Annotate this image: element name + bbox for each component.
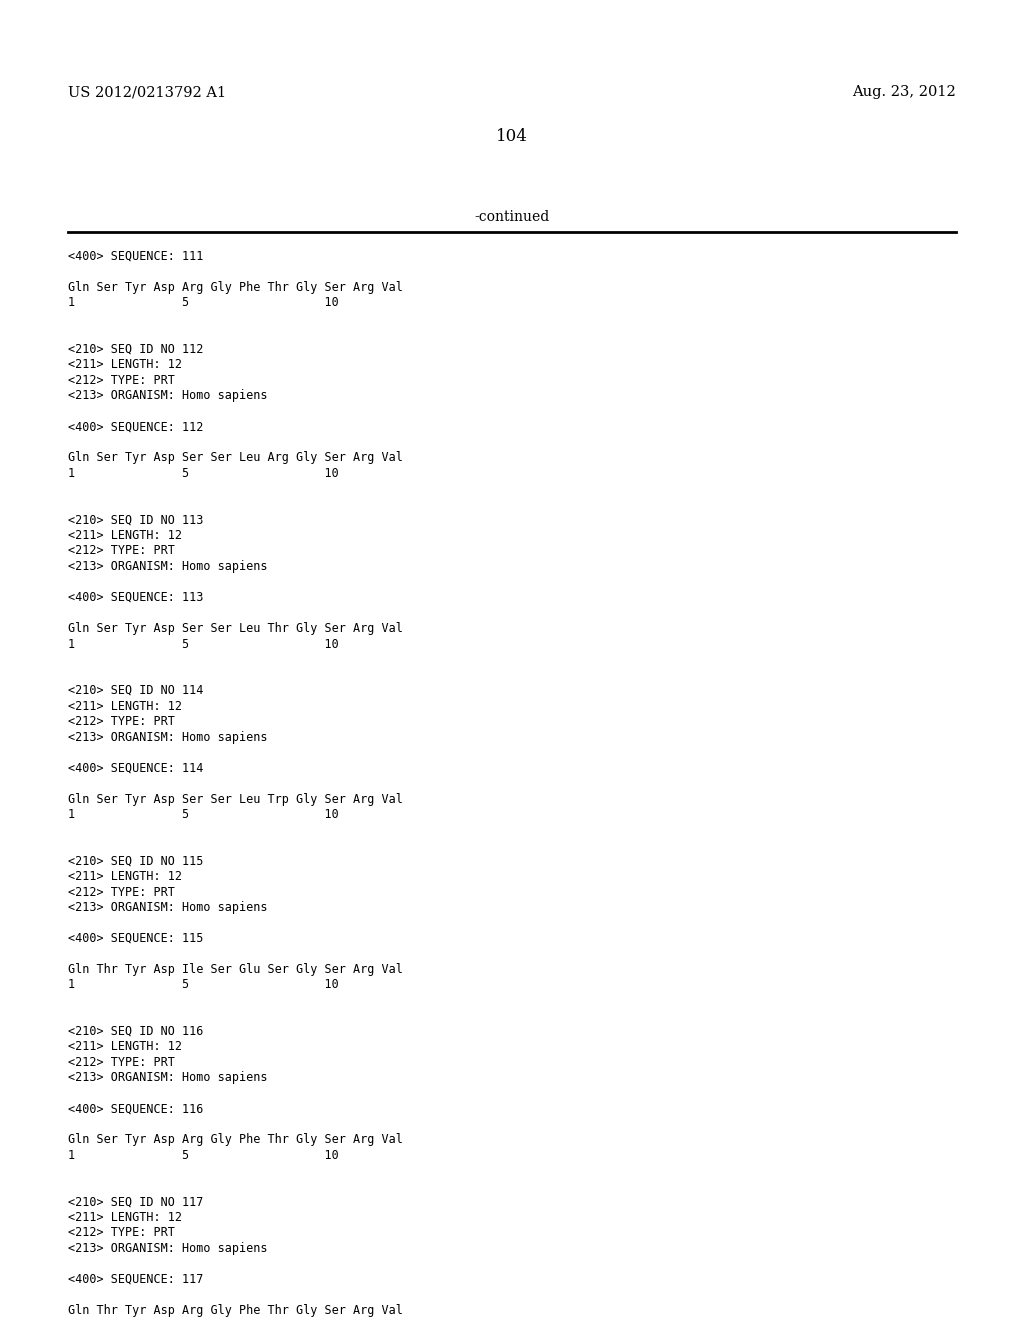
Text: <211> LENGTH: 12: <211> LENGTH: 12 bbox=[68, 700, 182, 713]
Text: <211> LENGTH: 12: <211> LENGTH: 12 bbox=[68, 359, 182, 371]
Text: <211> LENGTH: 12: <211> LENGTH: 12 bbox=[68, 1040, 182, 1053]
Text: <210> SEQ ID NO 115: <210> SEQ ID NO 115 bbox=[68, 854, 204, 867]
Text: <213> ORGANISM: Homo sapiens: <213> ORGANISM: Homo sapiens bbox=[68, 902, 267, 913]
Text: <212> TYPE: PRT: <212> TYPE: PRT bbox=[68, 715, 175, 729]
Text: <213> ORGANISM: Homo sapiens: <213> ORGANISM: Homo sapiens bbox=[68, 1072, 267, 1085]
Text: <211> LENGTH: 12: <211> LENGTH: 12 bbox=[68, 529, 182, 543]
Text: US 2012/0213792 A1: US 2012/0213792 A1 bbox=[68, 84, 226, 99]
Text: -continued: -continued bbox=[474, 210, 550, 224]
Text: 1               5                   10: 1 5 10 bbox=[68, 808, 339, 821]
Text: <210> SEQ ID NO 114: <210> SEQ ID NO 114 bbox=[68, 684, 204, 697]
Text: <212> TYPE: PRT: <212> TYPE: PRT bbox=[68, 886, 175, 899]
Text: Aug. 23, 2012: Aug. 23, 2012 bbox=[852, 84, 956, 99]
Text: <400> SEQUENCE: 112: <400> SEQUENCE: 112 bbox=[68, 421, 204, 433]
Text: <212> TYPE: PRT: <212> TYPE: PRT bbox=[68, 1226, 175, 1239]
Text: <400> SEQUENCE: 116: <400> SEQUENCE: 116 bbox=[68, 1102, 204, 1115]
Text: Gln Ser Tyr Asp Ser Ser Leu Arg Gly Ser Arg Val: Gln Ser Tyr Asp Ser Ser Leu Arg Gly Ser … bbox=[68, 451, 402, 465]
Text: <211> LENGTH: 12: <211> LENGTH: 12 bbox=[68, 1210, 182, 1224]
Text: <400> SEQUENCE: 117: <400> SEQUENCE: 117 bbox=[68, 1272, 204, 1286]
Text: Gln Ser Tyr Asp Arg Gly Phe Thr Gly Ser Arg Val: Gln Ser Tyr Asp Arg Gly Phe Thr Gly Ser … bbox=[68, 281, 402, 294]
Text: Gln Ser Tyr Asp Ser Ser Leu Trp Gly Ser Arg Val: Gln Ser Tyr Asp Ser Ser Leu Trp Gly Ser … bbox=[68, 792, 402, 805]
Text: 1               5                   10: 1 5 10 bbox=[68, 297, 339, 309]
Text: 1               5                   10: 1 5 10 bbox=[68, 467, 339, 480]
Text: Gln Ser Tyr Asp Ser Ser Leu Thr Gly Ser Arg Val: Gln Ser Tyr Asp Ser Ser Leu Thr Gly Ser … bbox=[68, 622, 402, 635]
Text: <400> SEQUENCE: 114: <400> SEQUENCE: 114 bbox=[68, 762, 204, 775]
Text: <400> SEQUENCE: 113: <400> SEQUENCE: 113 bbox=[68, 591, 204, 605]
Text: Gln Thr Tyr Asp Arg Gly Phe Thr Gly Ser Arg Val: Gln Thr Tyr Asp Arg Gly Phe Thr Gly Ser … bbox=[68, 1304, 402, 1317]
Text: 104: 104 bbox=[496, 128, 528, 145]
Text: <213> ORGANISM: Homo sapiens: <213> ORGANISM: Homo sapiens bbox=[68, 389, 267, 403]
Text: Gln Thr Tyr Asp Ile Ser Glu Ser Gly Ser Arg Val: Gln Thr Tyr Asp Ile Ser Glu Ser Gly Ser … bbox=[68, 964, 402, 975]
Text: <210> SEQ ID NO 113: <210> SEQ ID NO 113 bbox=[68, 513, 204, 527]
Text: 1               5                   10: 1 5 10 bbox=[68, 1148, 339, 1162]
Text: <210> SEQ ID NO 117: <210> SEQ ID NO 117 bbox=[68, 1196, 204, 1209]
Text: <213> ORGANISM: Homo sapiens: <213> ORGANISM: Homo sapiens bbox=[68, 560, 267, 573]
Text: <212> TYPE: PRT: <212> TYPE: PRT bbox=[68, 374, 175, 387]
Text: <212> TYPE: PRT: <212> TYPE: PRT bbox=[68, 544, 175, 557]
Text: Gln Ser Tyr Asp Arg Gly Phe Thr Gly Ser Arg Val: Gln Ser Tyr Asp Arg Gly Phe Thr Gly Ser … bbox=[68, 1134, 402, 1147]
Text: <212> TYPE: PRT: <212> TYPE: PRT bbox=[68, 1056, 175, 1069]
Text: <211> LENGTH: 12: <211> LENGTH: 12 bbox=[68, 870, 182, 883]
Text: 1               5                   10: 1 5 10 bbox=[68, 638, 339, 651]
Text: <400> SEQUENCE: 115: <400> SEQUENCE: 115 bbox=[68, 932, 204, 945]
Text: 1               5                   10: 1 5 10 bbox=[68, 978, 339, 991]
Text: <213> ORGANISM: Homo sapiens: <213> ORGANISM: Homo sapiens bbox=[68, 1242, 267, 1255]
Text: <210> SEQ ID NO 112: <210> SEQ ID NO 112 bbox=[68, 343, 204, 356]
Text: <213> ORGANISM: Homo sapiens: <213> ORGANISM: Homo sapiens bbox=[68, 730, 267, 743]
Text: <400> SEQUENCE: 111: <400> SEQUENCE: 111 bbox=[68, 249, 204, 263]
Text: <210> SEQ ID NO 116: <210> SEQ ID NO 116 bbox=[68, 1026, 204, 1038]
